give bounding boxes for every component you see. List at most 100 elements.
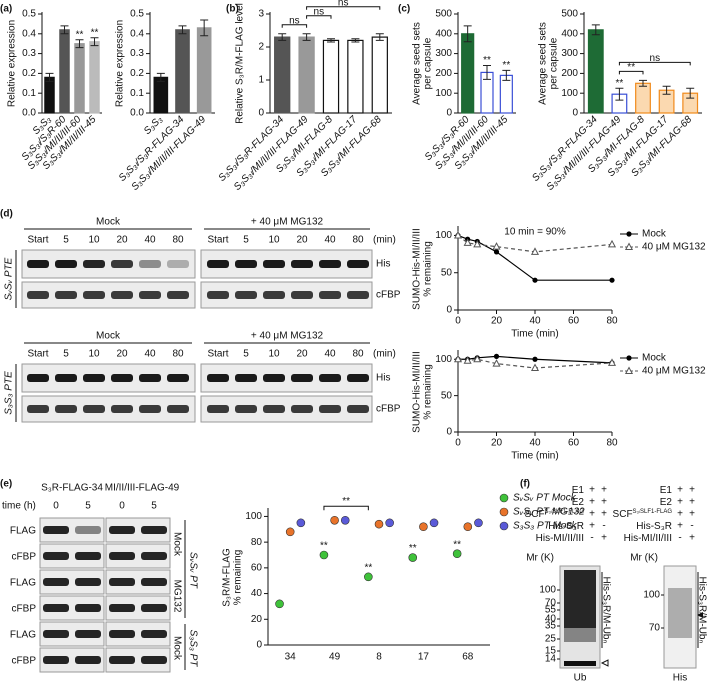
annotation: ns — [650, 53, 661, 64]
blot-band — [167, 291, 189, 299]
blot-band — [263, 260, 285, 268]
bar — [153, 76, 169, 114]
bar — [587, 29, 604, 114]
reagent-label: His-MI/II/III — [624, 533, 672, 544]
annotation: ns — [314, 6, 325, 17]
legend-label: 40 μM MG132 — [642, 366, 706, 377]
error-bar — [351, 38, 360, 43]
row-label: cFBP — [376, 290, 401, 301]
reagent-label: His-S₃R — [548, 521, 584, 532]
blot-band — [111, 291, 133, 299]
blot-band — [207, 405, 229, 413]
blot-band — [141, 604, 167, 612]
error-bar — [686, 87, 695, 99]
error-bar — [200, 19, 209, 37]
blot-smear — [668, 588, 692, 638]
marker — [530, 247, 540, 255]
lane-label: 5 — [243, 235, 249, 246]
x-axis-label: Time (min) — [511, 329, 558, 340]
lane-label: 80 — [352, 235, 364, 246]
reagent-label: His-MI/II/III — [536, 533, 584, 544]
error-bar — [502, 69, 511, 81]
row-label: FLAG — [10, 578, 36, 589]
reagent-sign: + — [677, 497, 683, 508]
x-axis-label: Time (min) — [511, 451, 558, 462]
blot-membrane — [200, 395, 373, 423]
blot-band — [347, 374, 369, 382]
marker — [453, 230, 463, 239]
blot-band — [291, 374, 313, 382]
y-tick-label: 300 — [435, 48, 452, 59]
marker — [473, 354, 482, 363]
reagent-name: E2 — [572, 497, 585, 508]
y-axis-label: Relative S₃R/M-FLAG level — [235, 3, 246, 124]
row-label: FLAG — [10, 630, 36, 641]
legend-label: SᵥSᵥ PT Mock — [513, 493, 577, 504]
y-tick-label: 0.1 — [22, 88, 36, 99]
reagent-sign: + — [601, 509, 607, 520]
annotation: ** — [342, 496, 350, 507]
bar — [175, 29, 190, 114]
reagent-sign: + — [589, 485, 595, 496]
blot-band — [55, 260, 77, 268]
reagent-name: SCF — [525, 509, 545, 520]
y-axis-label: Relative expression — [115, 20, 126, 107]
blot-band — [235, 374, 257, 382]
lane-label: Start — [27, 349, 48, 360]
blot-band — [55, 374, 77, 382]
y-axis-label: % remaining — [423, 241, 434, 297]
blot-band — [235, 291, 257, 299]
row-label: His — [376, 373, 390, 384]
treatment-label: Mock — [171, 636, 182, 661]
x-tick-label: 0 — [455, 438, 461, 449]
y-tick-label: 400 — [435, 28, 452, 39]
reagent-sign: + — [689, 485, 695, 496]
blot-band — [111, 405, 133, 413]
blot-band — [141, 630, 167, 638]
lane-label: 10 — [268, 235, 280, 246]
reagent-superscript: S₃ₗSLF1-FLAG — [545, 509, 585, 515]
legend-marker — [624, 242, 634, 250]
legend-marker — [626, 231, 632, 237]
y-tick-label: 500 — [561, 9, 578, 20]
blot-membrane — [200, 281, 373, 309]
annotation: ** — [616, 78, 624, 89]
blot-band — [319, 291, 341, 299]
bracket — [306, 6, 381, 10]
blot-band — [55, 405, 77, 413]
x-tick-label: 20 — [491, 438, 503, 449]
condition-label: Mock — [96, 217, 121, 228]
bar — [371, 36, 388, 114]
error-bar — [45, 72, 54, 82]
marker — [453, 354, 463, 363]
blot-band — [141, 526, 167, 534]
marker — [492, 359, 501, 367]
lane-label: 80 — [172, 349, 184, 360]
error-bar — [90, 37, 99, 47]
error-bar — [591, 24, 600, 36]
reagent-sign: + — [589, 497, 595, 508]
y-axis-label: per capsule — [549, 37, 560, 89]
y-axis-label: SUMO-His-MI/II/III — [412, 351, 423, 433]
lane-label: Start — [207, 349, 228, 360]
bar — [461, 33, 475, 114]
y-tick-label: 0.4 — [22, 28, 36, 39]
error-bar — [615, 87, 624, 101]
x-tick-label: 20 — [491, 316, 503, 327]
reagent-label: E2 — [660, 497, 673, 508]
lane-label: 5 — [63, 349, 69, 360]
reagent-sign: + — [589, 509, 595, 520]
reagent-sign: + — [689, 533, 695, 544]
point — [429, 518, 439, 528]
x-tick-label: 17 — [418, 652, 430, 663]
point — [319, 550, 329, 560]
x-tick-label: 68 — [462, 652, 474, 663]
blot-band — [564, 661, 596, 666]
bracket — [323, 505, 369, 511]
marker — [493, 249, 500, 255]
marker — [530, 363, 540, 371]
reagent-sign: + — [601, 497, 607, 508]
annotation: ns — [289, 15, 300, 26]
blot-band — [27, 291, 49, 299]
error-bar — [662, 85, 671, 95]
